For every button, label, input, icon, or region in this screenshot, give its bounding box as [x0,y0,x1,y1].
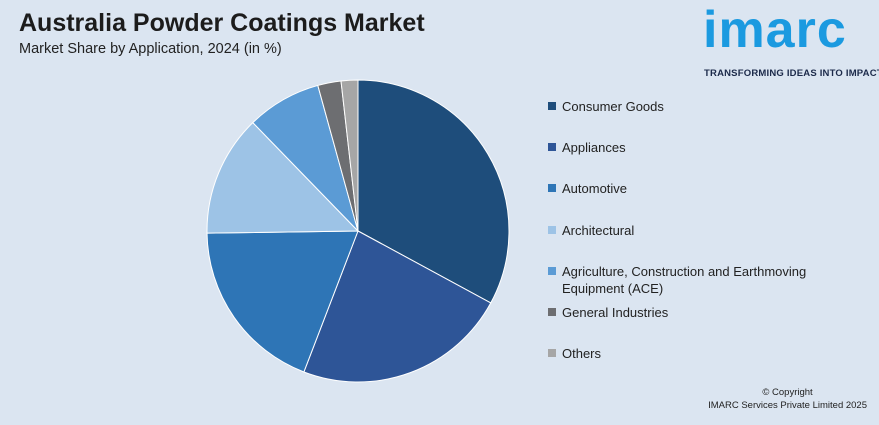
legend-swatch [548,143,556,151]
legend-swatch [548,349,556,357]
legend-label: Consumer Goods [562,99,664,114]
legend-swatch [548,184,556,192]
legend-swatch [548,226,556,234]
copyright-notice: © Copyright IMARC Services Private Limit… [708,386,867,412]
imarc-logo: imarc TRANSFORMING IDEAS INTO IMPACT [700,1,879,84]
pie-slice-appliances [303,230,492,383]
copyright-line-1: © Copyright [762,387,813,398]
legend-swatch [548,267,556,275]
legend-label: General Industries [562,305,669,320]
chart-subtitle: Market Share by Application, 2024 (in %) [19,41,282,57]
legend-item: Agriculture, Construction and Earthmovin… [548,263,832,297]
legend-item: Others [548,345,832,362]
legend-item: General Industries [548,304,832,321]
logo-wordmark: imarc [703,1,847,59]
chart-title: Australia Powder Coatings Market [19,9,425,37]
legend-item: Automotive [548,180,832,197]
legend-item: Appliances [548,139,832,156]
legend-label: Others [562,346,602,361]
legend-item: Architectural [548,222,832,239]
legend-swatch [548,308,556,316]
legend-label: Automotive [562,181,628,196]
pie-slice-automotive [206,230,359,373]
copyright-line-2: IMARC Services Private Limited 2025 [708,400,867,411]
pie-slice-others [340,79,359,232]
pie-slice-architectural [206,121,360,234]
legend-label: Agriculture, Construction and Earthmovin… [562,264,807,296]
legend-label: Appliances [562,140,626,155]
legend-label: Architectural [562,223,635,238]
logo-tagline: TRANSFORMING IDEAS INTO IMPACT [704,68,879,79]
legend-item: Consumer Goods [548,98,832,115]
pie-slice-consumer-goods [357,79,510,304]
legend-swatch [548,102,556,110]
